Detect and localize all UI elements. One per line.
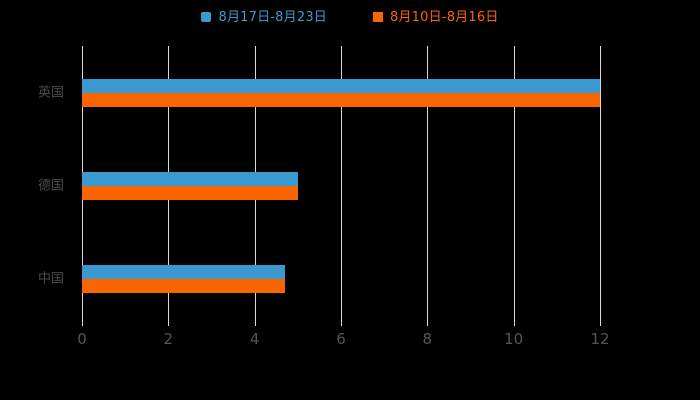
bar-英国-series-2[interactable]	[82, 92, 600, 107]
bar-英国-series-1[interactable]	[82, 78, 600, 93]
x-gridline	[427, 46, 429, 326]
bar-德国-series-2[interactable]	[82, 186, 298, 200]
y-axis-label-英国: 英国	[37, 85, 64, 101]
y-axis-category-labels: 英国 德国 中国	[0, 46, 74, 326]
x-gridline	[341, 46, 342, 326]
x-axis-tick-label-10: 10	[504, 330, 524, 348]
x-axis-tick-label-8: 8	[422, 330, 433, 348]
x-axis-tick-label-12: 12	[590, 330, 610, 348]
legend-color-swatch-icon-series-1	[201, 12, 212, 22]
x-axis-tick-label-0: 0	[77, 330, 87, 348]
legend-label-series-1: 8月17日-8月23日	[218, 9, 327, 25]
x-axis-tick-label-4: 4	[249, 330, 260, 348]
plot-area	[82, 46, 601, 326]
x-gridline	[513, 46, 515, 326]
legend-label-series-2: 8月10日-8月16日	[390, 9, 499, 25]
bar-德国-series-1[interactable]	[82, 172, 298, 186]
legend-item-series-2[interactable]: 8月10日-8月16日	[373, 11, 499, 24]
legend-color-swatch-icon-series-2	[373, 12, 383, 22]
bar-中国-series-2[interactable]	[82, 279, 285, 294]
y-axis-label-德国: 德国	[37, 178, 64, 194]
x-gridline	[600, 46, 601, 326]
x-axis-tick-label-2: 2	[163, 330, 174, 348]
bar-中国-series-1[interactable]	[82, 265, 285, 280]
x-axis-tick-label-6: 6	[336, 330, 346, 348]
legend-item-series-1[interactable]: 8月17日-8月23日	[201, 11, 327, 24]
chart-legend: 8月17日-8月23日 8月10日-8月16日	[0, 6, 700, 28]
y-axis-label-中国: 中国	[37, 271, 64, 287]
